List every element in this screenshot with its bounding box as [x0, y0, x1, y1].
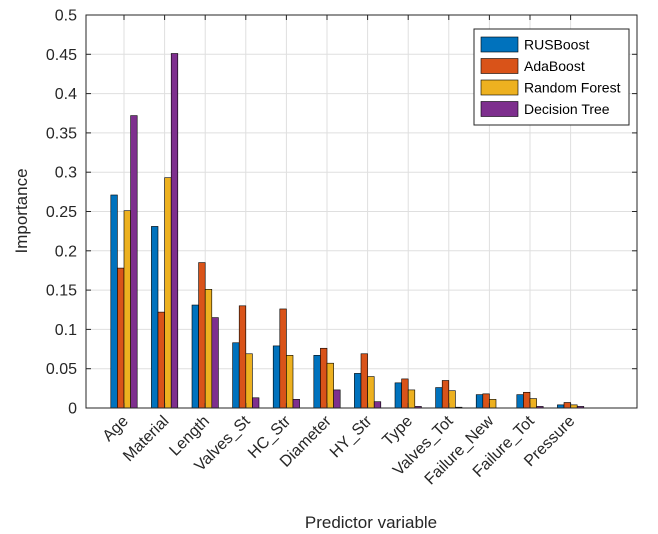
y-tick-label: 0.4 [55, 86, 77, 103]
y-tick-label: 0 [68, 401, 77, 418]
bar-rusboost-length [191, 304, 199, 409]
bar-rusboost-age [110, 194, 118, 409]
bar-decision-tree-valves_st [252, 397, 260, 409]
legend-swatch [480, 101, 519, 117]
y-tick-label: 0.25 [46, 204, 77, 221]
bar-rusboost-diameter [313, 355, 321, 409]
bar-adaboost-pressure [563, 402, 571, 409]
bar-random-forest-material [164, 177, 172, 409]
bar-decision-tree-hc_str [292, 399, 300, 409]
bar-random-forest-hy_str [367, 376, 375, 409]
y-tick-label: 0.3 [55, 165, 77, 182]
bar-adaboost-hc_str [279, 308, 287, 409]
bar-adaboost-age [117, 267, 125, 409]
bar-decision-tree-material [170, 53, 179, 409]
bar-random-forest-age [123, 210, 131, 409]
bar-random-forest-failure_new [489, 399, 497, 409]
bar-random-forest-valves_st [245, 353, 253, 409]
bar-random-forest-length [204, 289, 213, 409]
legend-swatch [480, 36, 519, 53]
bar-adaboost-failure_new [482, 393, 490, 409]
bar-adaboost-hy_str [360, 353, 368, 409]
bar-rusboost-hc_str [272, 345, 281, 409]
legend-label: Random Forest [524, 80, 621, 96]
bar-rusboost-valves_tot [435, 387, 443, 409]
bar-decision-tree-hy_str [373, 401, 382, 409]
bar-decision-tree-age [130, 115, 138, 409]
y-tick-label: 0.2 [55, 243, 77, 260]
bar-rusboost-failure_tot [516, 394, 524, 409]
bar-rusboost-material [151, 226, 159, 409]
bar-adaboost-failure_tot [523, 391, 531, 409]
bar-rusboost-type [394, 382, 402, 409]
legend-label: RUSBoost [524, 37, 589, 53]
legend-swatch [480, 58, 519, 74]
bar-decision-tree-diameter [333, 389, 341, 409]
y-tick-label: 0.15 [46, 283, 77, 300]
bar-random-forest-failure_tot [529, 398, 537, 409]
y-tick-label: 0.35 [46, 125, 77, 142]
y-tick-label: 0.1 [55, 322, 77, 339]
y-tick-label: 0.45 [46, 47, 77, 64]
bar-adaboost-valves_st [238, 305, 247, 409]
bar-adaboost-valves_tot [441, 380, 450, 409]
x-axis-label: Predictor variable [305, 513, 437, 532]
bar-random-forest-type [407, 389, 416, 409]
y-tick-label: 0.05 [46, 361, 77, 378]
bar-adaboost-length [198, 262, 206, 409]
bar-random-forest-hc_str [286, 355, 294, 409]
bar-adaboost-diameter [320, 347, 328, 409]
y-axis-label: Importance [12, 168, 31, 253]
legend-label: Decision Tree [524, 101, 610, 117]
bar-rusboost-failure_new [475, 394, 484, 409]
legend-label: AdaBoost [524, 58, 585, 74]
bar-adaboost-material [157, 311, 165, 409]
y-axis-ticks: 0 0.05 0.1 0.15 0.2 0.25 0.3 0.35 0.4 0.45 0.5 [46, 8, 637, 418]
y-tick-label: 0.5 [55, 8, 77, 25]
bar-rusboost-valves_st [232, 342, 240, 409]
bar-decision-tree-length [211, 317, 219, 409]
bar-random-forest-valves_tot [448, 390, 456, 409]
legend-swatch [480, 79, 519, 96]
bar-adaboost-type [401, 378, 409, 409]
bars [110, 53, 585, 409]
bar-random-forest-diameter [326, 362, 334, 409]
bar-rusboost-hy_str [354, 373, 362, 409]
legend: RUSBoost AdaBoost Random Forest Decision Tr… [473, 28, 630, 126]
